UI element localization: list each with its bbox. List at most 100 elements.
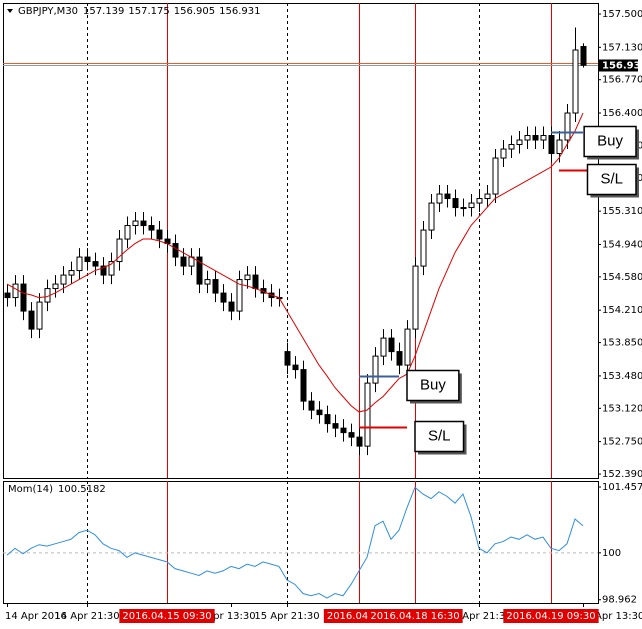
bid-label: 156.931 [602, 61, 642, 72]
candle-body [196, 256, 203, 285]
candle-body [356, 436, 363, 447]
trade-box: Buy [406, 369, 462, 404]
trade-box: S/L [586, 163, 639, 198]
candle-body [4, 292, 11, 299]
candle-body [300, 369, 307, 402]
candle-body [156, 229, 163, 240]
candle-body [532, 135, 539, 141]
candle-body [492, 157, 499, 195]
candle-body [444, 193, 451, 200]
candle-body [508, 144, 515, 150]
y-tick-label: 101.4573 [602, 482, 642, 493]
y-tick-label: 154.210 [602, 305, 642, 316]
candle-body [92, 261, 99, 267]
candle-body [20, 283, 27, 312]
candle-body [244, 274, 251, 281]
candle-body [76, 256, 83, 272]
y-tick-label: 157.500 [602, 9, 642, 20]
y-tick-label: 152.390 [602, 469, 642, 480]
y-tick-label: 155.310 [602, 206, 642, 217]
candle-body [140, 220, 147, 227]
y-tick-label: 152.750 [602, 437, 642, 448]
event-label-bg [503, 609, 599, 623]
candle-body [564, 112, 571, 141]
x-tick-label: 2016.04.19 09:30 [506, 611, 595, 622]
candle-body [404, 328, 411, 366]
y-tick-label: 153.120 [602, 403, 642, 414]
candle-body [484, 193, 491, 200]
event-label-bg [367, 609, 463, 623]
x-tick-label: 15 Apr 21:30 [254, 611, 319, 622]
candle-body [420, 229, 427, 267]
event-label-bg [119, 609, 215, 623]
candle-body [436, 193, 443, 204]
trade-label: Buy [597, 132, 623, 149]
trade-box-frame [586, 163, 637, 196]
candle-body [308, 400, 315, 411]
y-tick-label: 156.400 [602, 108, 642, 119]
candle-body [84, 256, 91, 263]
candle-body [556, 139, 563, 155]
candle-body [116, 238, 123, 263]
y-tick-label: 98.962 [602, 595, 637, 606]
bid-label-bg [598, 59, 638, 72]
x-tick-label: 18 Apr 21:30 [446, 611, 511, 622]
y-tick-label: 154.940 [602, 239, 642, 250]
candle-body [28, 310, 35, 330]
candle-body [412, 265, 419, 330]
x-tick-label: 14 Apr 21:30 [54, 611, 119, 622]
x-tick-label: Apr 13:30 [595, 611, 642, 622]
candle-body [60, 274, 67, 285]
candle-body [332, 423, 339, 429]
moving-average [6, 112, 584, 413]
candle-body [220, 292, 227, 303]
main-panel [3, 3, 599, 479]
y-tick-label: 153.850 [602, 338, 642, 349]
trade-label: S/L [600, 170, 623, 187]
trade-label: S/L [428, 427, 451, 444]
candle-body [236, 279, 243, 312]
y-tick-label: 154.580 [602, 272, 642, 283]
candle-body [500, 148, 507, 159]
candle-body [204, 279, 211, 285]
ohlc-value: 157.175 [128, 6, 169, 17]
candle-body [516, 139, 523, 146]
y-tick-label: 100 [602, 548, 621, 559]
y-tick-label: 153.480 [602, 371, 642, 382]
candle-body [548, 135, 555, 155]
trade-box: Buy [583, 125, 639, 160]
candle-body [324, 414, 331, 425]
x-tick-label: Apr 13:30 [206, 611, 255, 622]
candle-body [148, 225, 155, 231]
candle-body [228, 301, 235, 312]
candle-body [292, 364, 299, 371]
x-tick-label: 2016.04.18 ( [327, 611, 391, 622]
candle-body [252, 274, 259, 290]
trade-box-frame [583, 125, 637, 158]
y-tick-label: 157.130 [602, 42, 642, 53]
symbol-label: GBPJPY,M30 [18, 6, 78, 17]
trade-box: S/L [414, 420, 467, 455]
ohlc-value: 157.139 [83, 6, 124, 17]
x-tick-label: 14 Apr 2016 [5, 611, 67, 622]
indicator-value: 100.5182 [58, 484, 106, 495]
menu-arrow[interactable] [7, 9, 13, 13]
candle-body [460, 207, 467, 210]
candle-body [132, 220, 139, 227]
candle-body [452, 198, 459, 209]
trade-box-frame [414, 420, 465, 453]
trade-label: Buy [420, 376, 446, 393]
candle-body [340, 427, 347, 434]
indicator-line [6, 486, 584, 599]
candle-body [316, 409, 323, 416]
candle-body [388, 337, 395, 353]
trade-box-frame [406, 369, 460, 402]
candle-body [124, 225, 131, 240]
ohlc-value: 156.931 [219, 6, 260, 17]
candle-body [572, 49, 579, 114]
candle-body [524, 135, 531, 141]
candle-body [580, 45, 587, 66]
candle-body [52, 283, 59, 290]
